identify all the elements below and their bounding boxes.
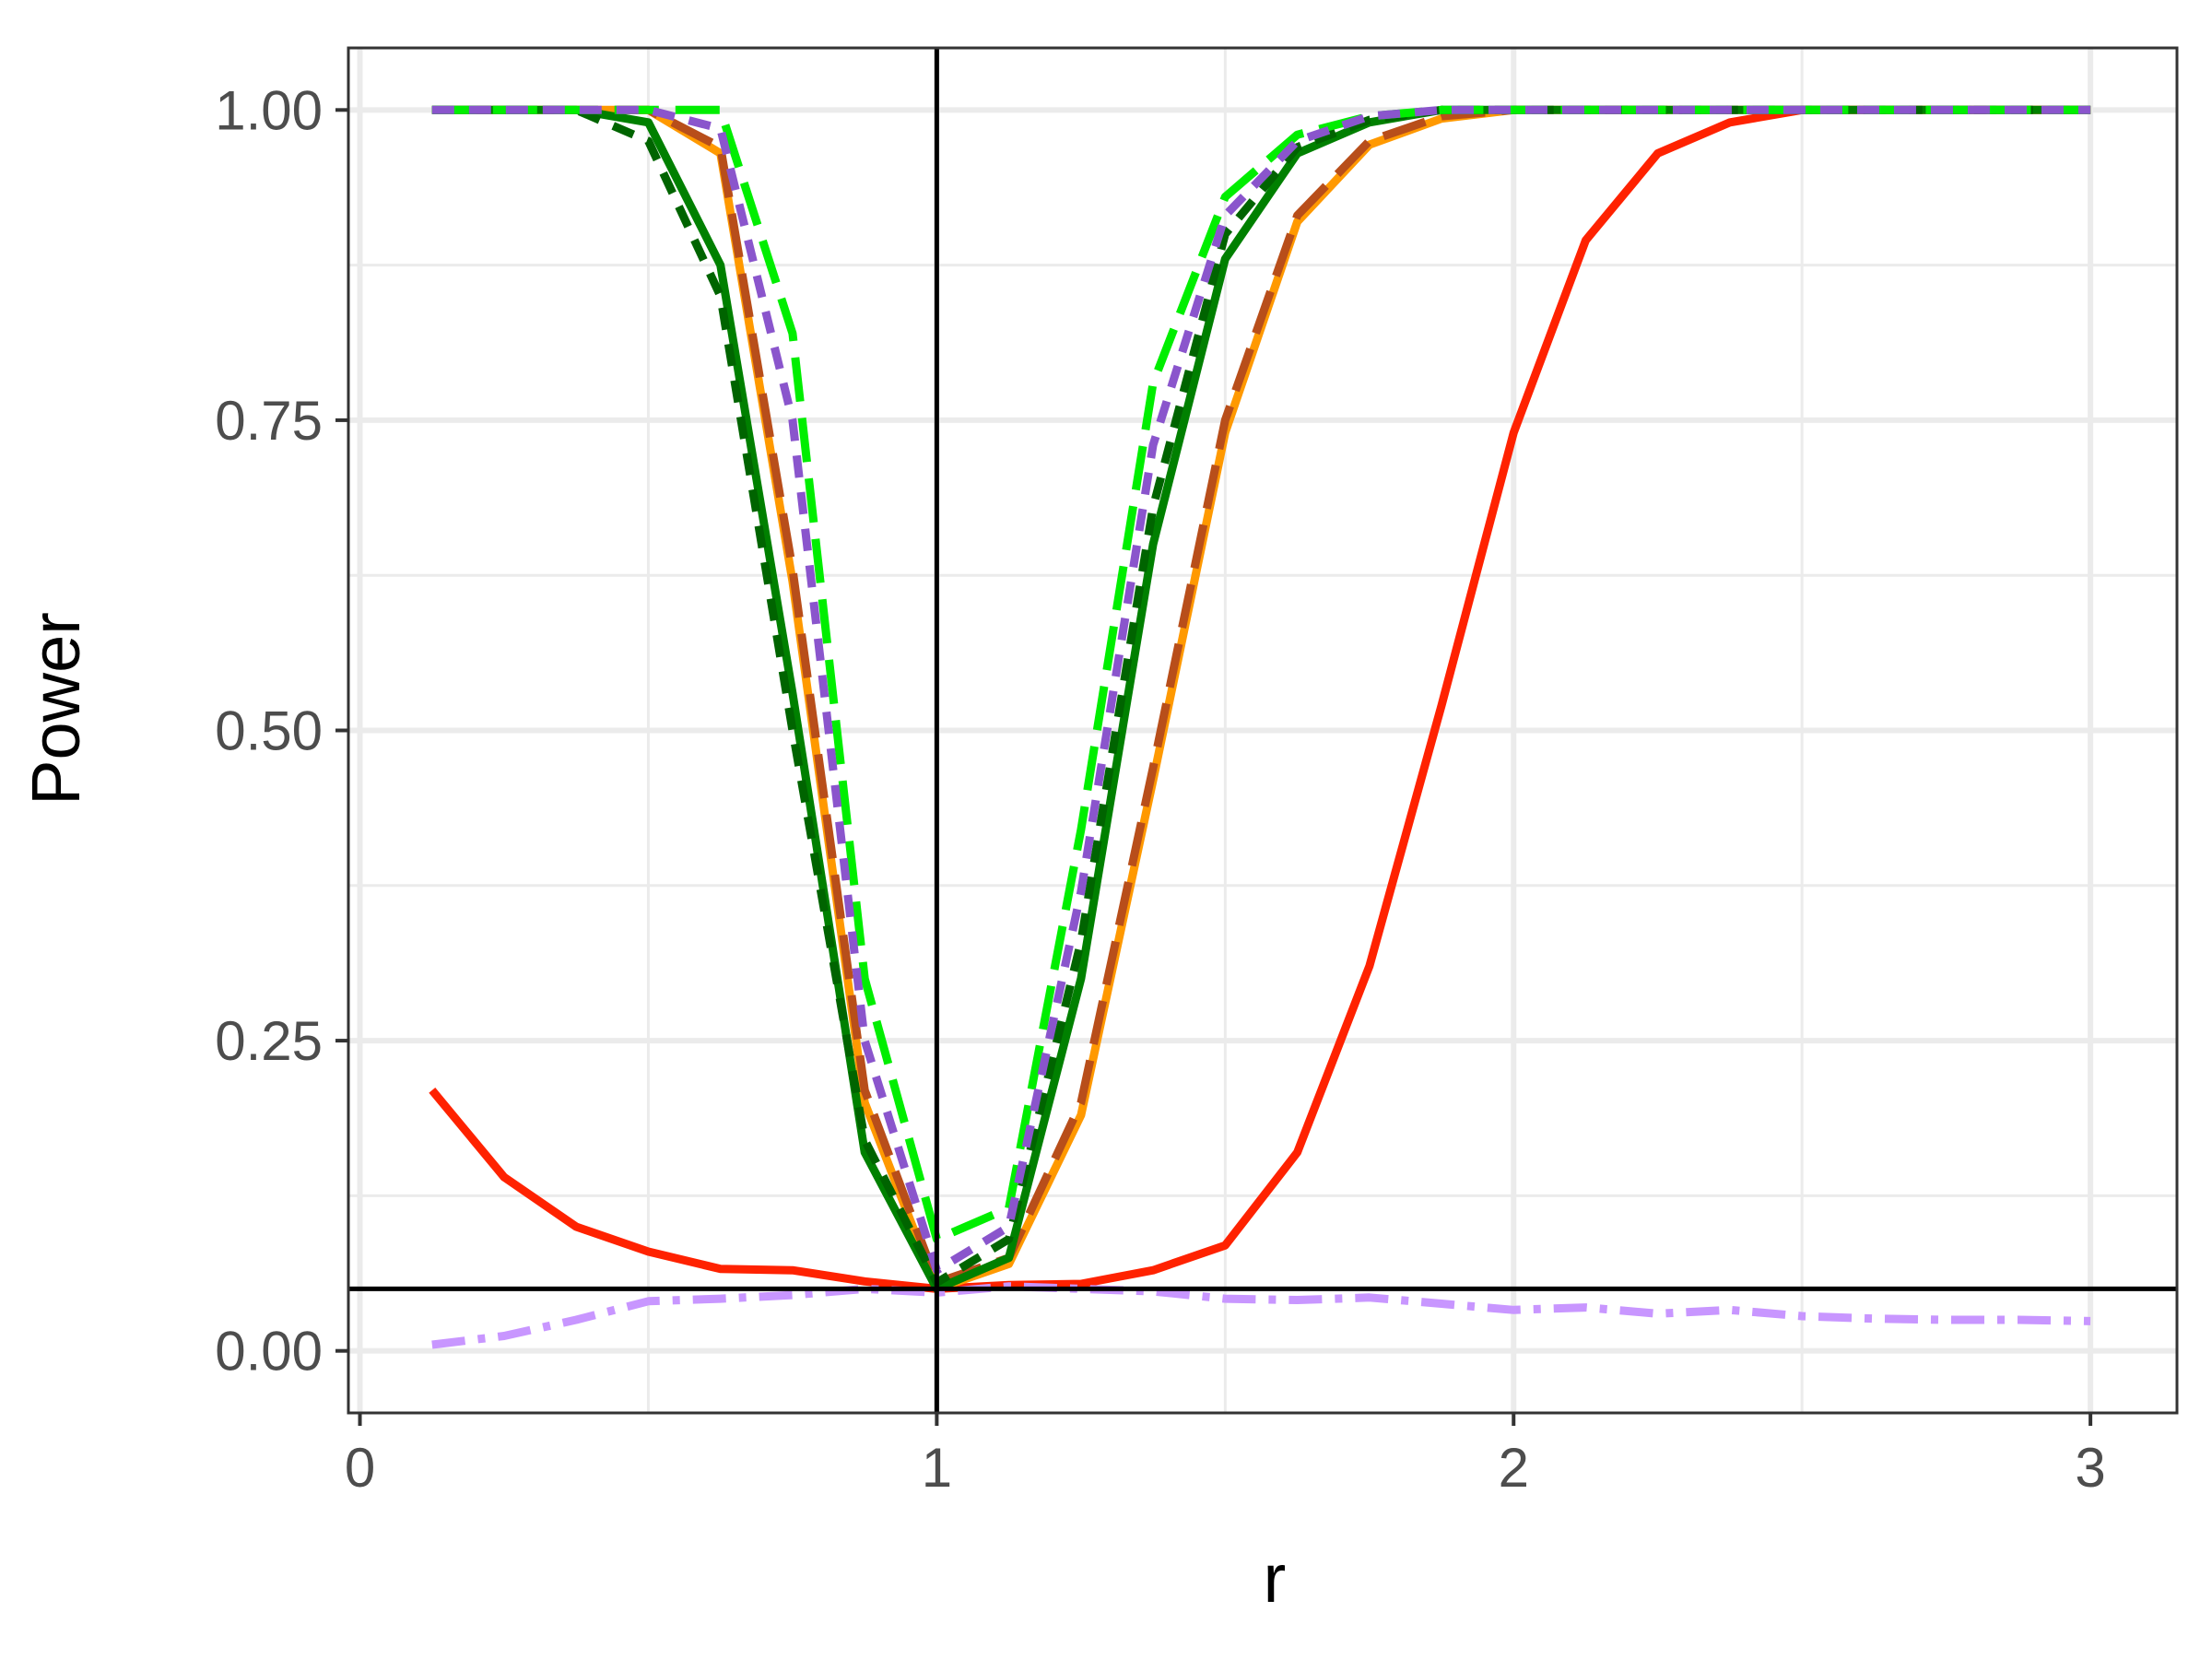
y-tick-label: 0.50 (215, 700, 323, 762)
series-line-8 (431, 1282, 2091, 1349)
x-tick-label: 1 (922, 1437, 952, 1499)
series-line-6 (431, 105, 2091, 1243)
y-tick-label: 0.75 (215, 390, 323, 452)
axes: 0 1 2 3 0.00 0.25 0.50 0.75 1.00 (215, 79, 2106, 1499)
y-tick-label: 0.25 (215, 1010, 323, 1072)
x-tick-label: 2 (1499, 1437, 1529, 1499)
series-line-7 (431, 105, 2091, 1275)
y-axis-title: Power (18, 612, 94, 806)
x-axis-title: r (1264, 1540, 1287, 1617)
x-tick-label: 0 (345, 1437, 375, 1499)
y-tick-label: 0.00 (215, 1321, 323, 1382)
y-tick-label: 1.00 (215, 79, 323, 141)
reference-lines (348, 48, 2177, 1413)
x-tick-label: 3 (2075, 1437, 2105, 1499)
series-layer (429, 105, 2091, 1349)
